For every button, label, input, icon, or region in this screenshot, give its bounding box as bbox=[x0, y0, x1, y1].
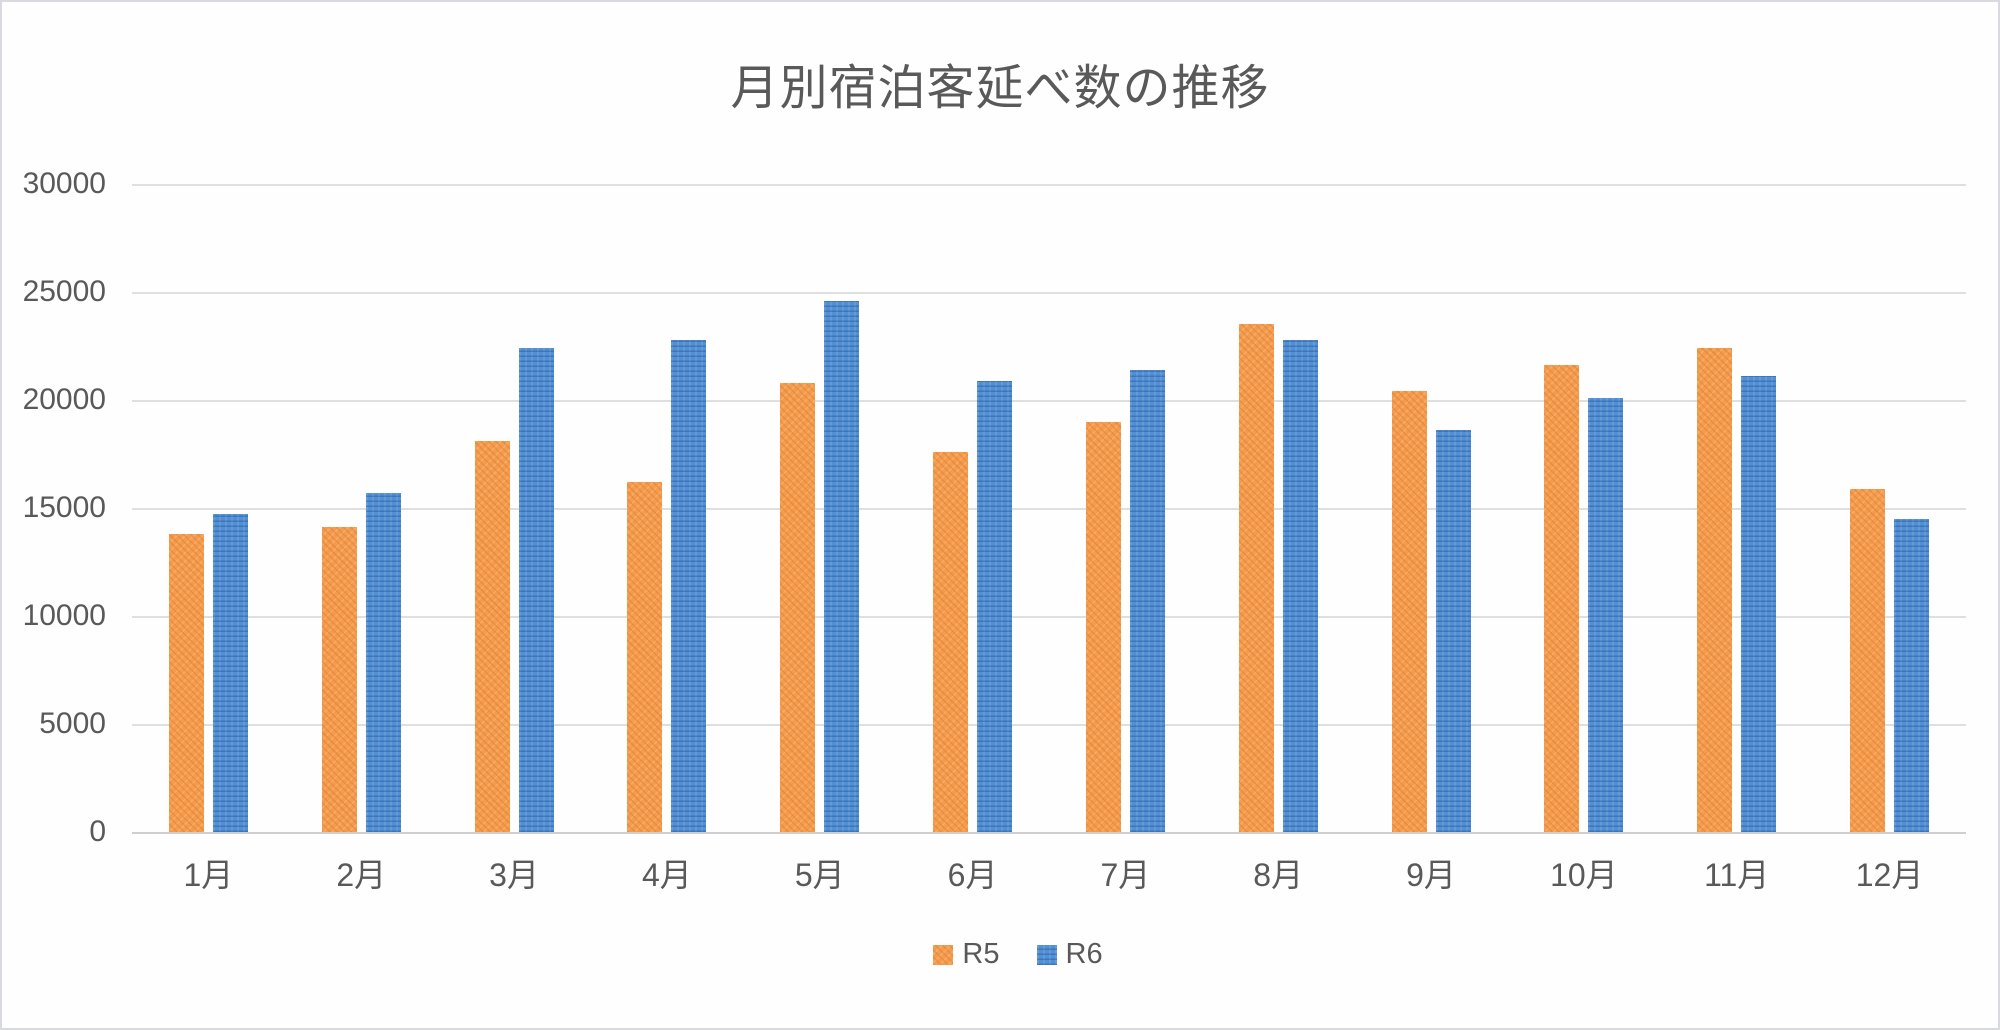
x-axis-label-4月: 4月 bbox=[641, 857, 692, 893]
bar-R6-10月 bbox=[1588, 397, 1624, 832]
category-slot-1月 bbox=[132, 184, 285, 832]
category-slot-8月 bbox=[1202, 184, 1355, 832]
bar-R5-12月 bbox=[1850, 488, 1886, 832]
bar-R6-1月 bbox=[212, 514, 248, 832]
bar-R5-11月 bbox=[1697, 348, 1733, 832]
category-slot-11月 bbox=[1660, 184, 1813, 832]
category-slot-4月 bbox=[590, 184, 743, 832]
bar-R5-9月 bbox=[1391, 391, 1427, 832]
plot-area: 30000 25000 20000 15000 10000 5000 0 bbox=[23, 168, 1966, 848]
x-axis-label-8月: 8月 bbox=[1253, 857, 1304, 893]
bar-R5-7月 bbox=[1085, 421, 1121, 832]
y-tick-label-30000: 30000 bbox=[22, 167, 106, 200]
x-axis-labels: 1月 2月 3月 4月 5月 6月 7月 8月 9月 10月 11月 12月 bbox=[132, 850, 1966, 896]
legend-item-R5: R5 bbox=[933, 938, 1000, 970]
legend-item-R6: R6 bbox=[1036, 938, 1103, 970]
x-axis-label-12月: 12月 bbox=[1855, 857, 1924, 893]
bar-R6-5月 bbox=[824, 300, 860, 832]
x-axis-label-5月: 5月 bbox=[794, 857, 845, 893]
y-tick-label-15000: 15000 bbox=[22, 491, 106, 524]
bar-R5-2月 bbox=[321, 527, 357, 832]
bar-R5-5月 bbox=[780, 382, 816, 832]
bar-R6-8月 bbox=[1282, 339, 1318, 832]
x-axis-label-10月: 10月 bbox=[1550, 857, 1618, 893]
legend-label-R5: R5 bbox=[962, 938, 1000, 970]
gridline-25000 bbox=[132, 292, 1966, 294]
gridline-20000 bbox=[132, 400, 1966, 402]
bar-R5-1月 bbox=[168, 533, 204, 832]
x-axis-label-9月: 9月 bbox=[1406, 857, 1456, 893]
chart-title: 月別宿泊客延べ数の推移 bbox=[730, 62, 1270, 115]
bar-R5-3月 bbox=[474, 441, 510, 832]
legend-swatch-R6 bbox=[1036, 944, 1057, 965]
x-axis-label-3月: 3月 bbox=[489, 857, 539, 893]
bar-R6-6月 bbox=[977, 380, 1013, 832]
category-slot-10月 bbox=[1507, 184, 1660, 832]
bar-R6-7月 bbox=[1129, 369, 1165, 832]
y-tick-label-10000: 10000 bbox=[22, 599, 106, 632]
category-slot-7月 bbox=[1049, 184, 1202, 832]
gridline-30000 bbox=[132, 184, 1966, 186]
bar-R6-12月 bbox=[1894, 518, 1930, 832]
bars-region bbox=[132, 184, 1966, 832]
bar-R5-10月 bbox=[1544, 365, 1580, 832]
bar-R5-8月 bbox=[1238, 324, 1274, 832]
category-slot-9月 bbox=[1355, 184, 1508, 832]
category-slot-2月 bbox=[285, 184, 438, 832]
y-tick-label-25000: 25000 bbox=[22, 275, 106, 308]
x-axis-label-1月: 1月 bbox=[183, 857, 234, 893]
bar-R6-2月 bbox=[365, 492, 401, 832]
x-axis-label-6月: 6月 bbox=[947, 857, 998, 893]
y-tick-label-0: 0 bbox=[89, 815, 106, 848]
legend-label-R6: R6 bbox=[1065, 938, 1103, 970]
gridline-10000 bbox=[132, 616, 1966, 618]
gridline-15000 bbox=[132, 508, 1966, 510]
y-tick-label-20000: 20000 bbox=[22, 383, 106, 416]
bar-R6-4月 bbox=[671, 339, 707, 832]
bar-R6-9月 bbox=[1435, 430, 1471, 832]
legend: R5 R6 bbox=[20, 938, 1998, 970]
category-slot-5月 bbox=[743, 184, 896, 832]
x-axis-label-7月: 7月 bbox=[1100, 857, 1151, 893]
x-axis-label-2月: 2月 bbox=[336, 857, 387, 893]
y-tick-label-5000: 5000 bbox=[39, 707, 106, 740]
legend-swatch-R5 bbox=[933, 944, 954, 965]
bar-R6-3月 bbox=[518, 348, 554, 832]
category-slot-12月 bbox=[1813, 184, 1966, 832]
bar-R6-11月 bbox=[1741, 376, 1777, 832]
category-slot-6月 bbox=[896, 184, 1049, 832]
x-axis-label-11月: 11月 bbox=[1704, 857, 1770, 893]
bar-R5-6月 bbox=[933, 451, 969, 832]
bar-R5-4月 bbox=[627, 482, 663, 832]
category-slot-3月 bbox=[438, 184, 591, 832]
gridline-5000 bbox=[132, 724, 1966, 726]
